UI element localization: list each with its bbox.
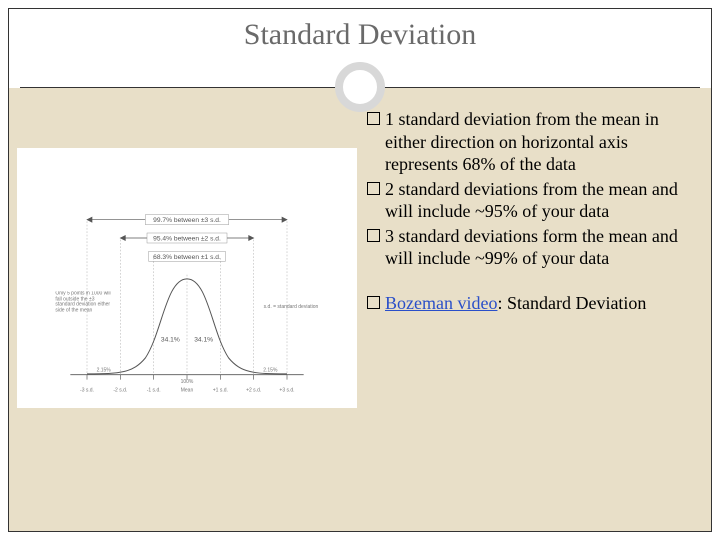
range-label-2sd: 95.4% between ±2 s.d. <box>153 236 221 243</box>
link-suffix: : Standard Deviation <box>497 293 646 313</box>
xtick-3: Mean <box>181 387 194 393</box>
bullet-item: 3 standard deviations form the mean and … <box>367 225 687 270</box>
bullet-text: 2 standard deviations from the mean and … <box>385 178 687 223</box>
range-label-3sd: 99.7% between ±3 s.d. <box>153 217 221 224</box>
ring-decoration-icon <box>335 62 385 112</box>
xtick-2: -1 s.d. <box>147 387 161 393</box>
region-tail-left: 2.15% <box>97 367 112 373</box>
xtick-0: -3 s.d. <box>80 387 94 393</box>
square-bullet-icon <box>367 182 380 195</box>
xtick-6: +3 s.d. <box>279 387 294 393</box>
content-row: 99.7% between ±3 s.d. 95.4% between ±2 s… <box>9 88 711 531</box>
title-area: Standard Deviation <box>0 18 720 52</box>
region-tail-right: 2.15% <box>263 367 278 373</box>
bullet-text: 1 standard deviation from the mean in ei… <box>385 108 687 176</box>
bozeman-video-link[interactable]: Bozeman video <box>385 293 497 313</box>
sd-note-right: s.d. = standard deviation <box>264 304 319 310</box>
xtick-4: +1 s.d. <box>213 387 228 393</box>
xtick-5: +2 s.d. <box>246 387 261 393</box>
text-column: 1 standard deviation from the mean in ei… <box>357 88 711 531</box>
bell-curve-chart: 99.7% between ±3 s.d. 95.4% between ±2 s… <box>17 148 357 408</box>
bell-curve-svg: 99.7% between ±3 s.d. 95.4% between ±2 s… <box>25 208 349 408</box>
page-title: Standard Deviation <box>0 18 720 52</box>
region-center-left: 34.1% <box>161 336 180 343</box>
bullet-item: 2 standard deviations from the mean and … <box>367 178 687 223</box>
range-label-1sd: 68.3% between ±1 s.d. <box>153 254 221 261</box>
bullet-item: 1 standard deviation from the mean in ei… <box>367 108 687 176</box>
region-center-right: 34.1% <box>194 336 213 343</box>
bullet-item-link: Bozeman video: Standard Deviation <box>367 292 687 315</box>
bullet-text: 3 standard deviations form the mean and … <box>385 225 687 270</box>
bullet-link-text: Bozeman video: Standard Deviation <box>385 292 687 315</box>
xtick-1: -2 s.d. <box>113 387 127 393</box>
side-note-left: Only 5 points in 1000 will fall outside … <box>55 291 113 313</box>
spacer <box>367 272 687 292</box>
square-bullet-icon <box>367 112 380 125</box>
region-base: 100% <box>181 379 194 385</box>
square-bullet-icon <box>367 229 380 242</box>
square-bullet-icon <box>367 296 380 309</box>
